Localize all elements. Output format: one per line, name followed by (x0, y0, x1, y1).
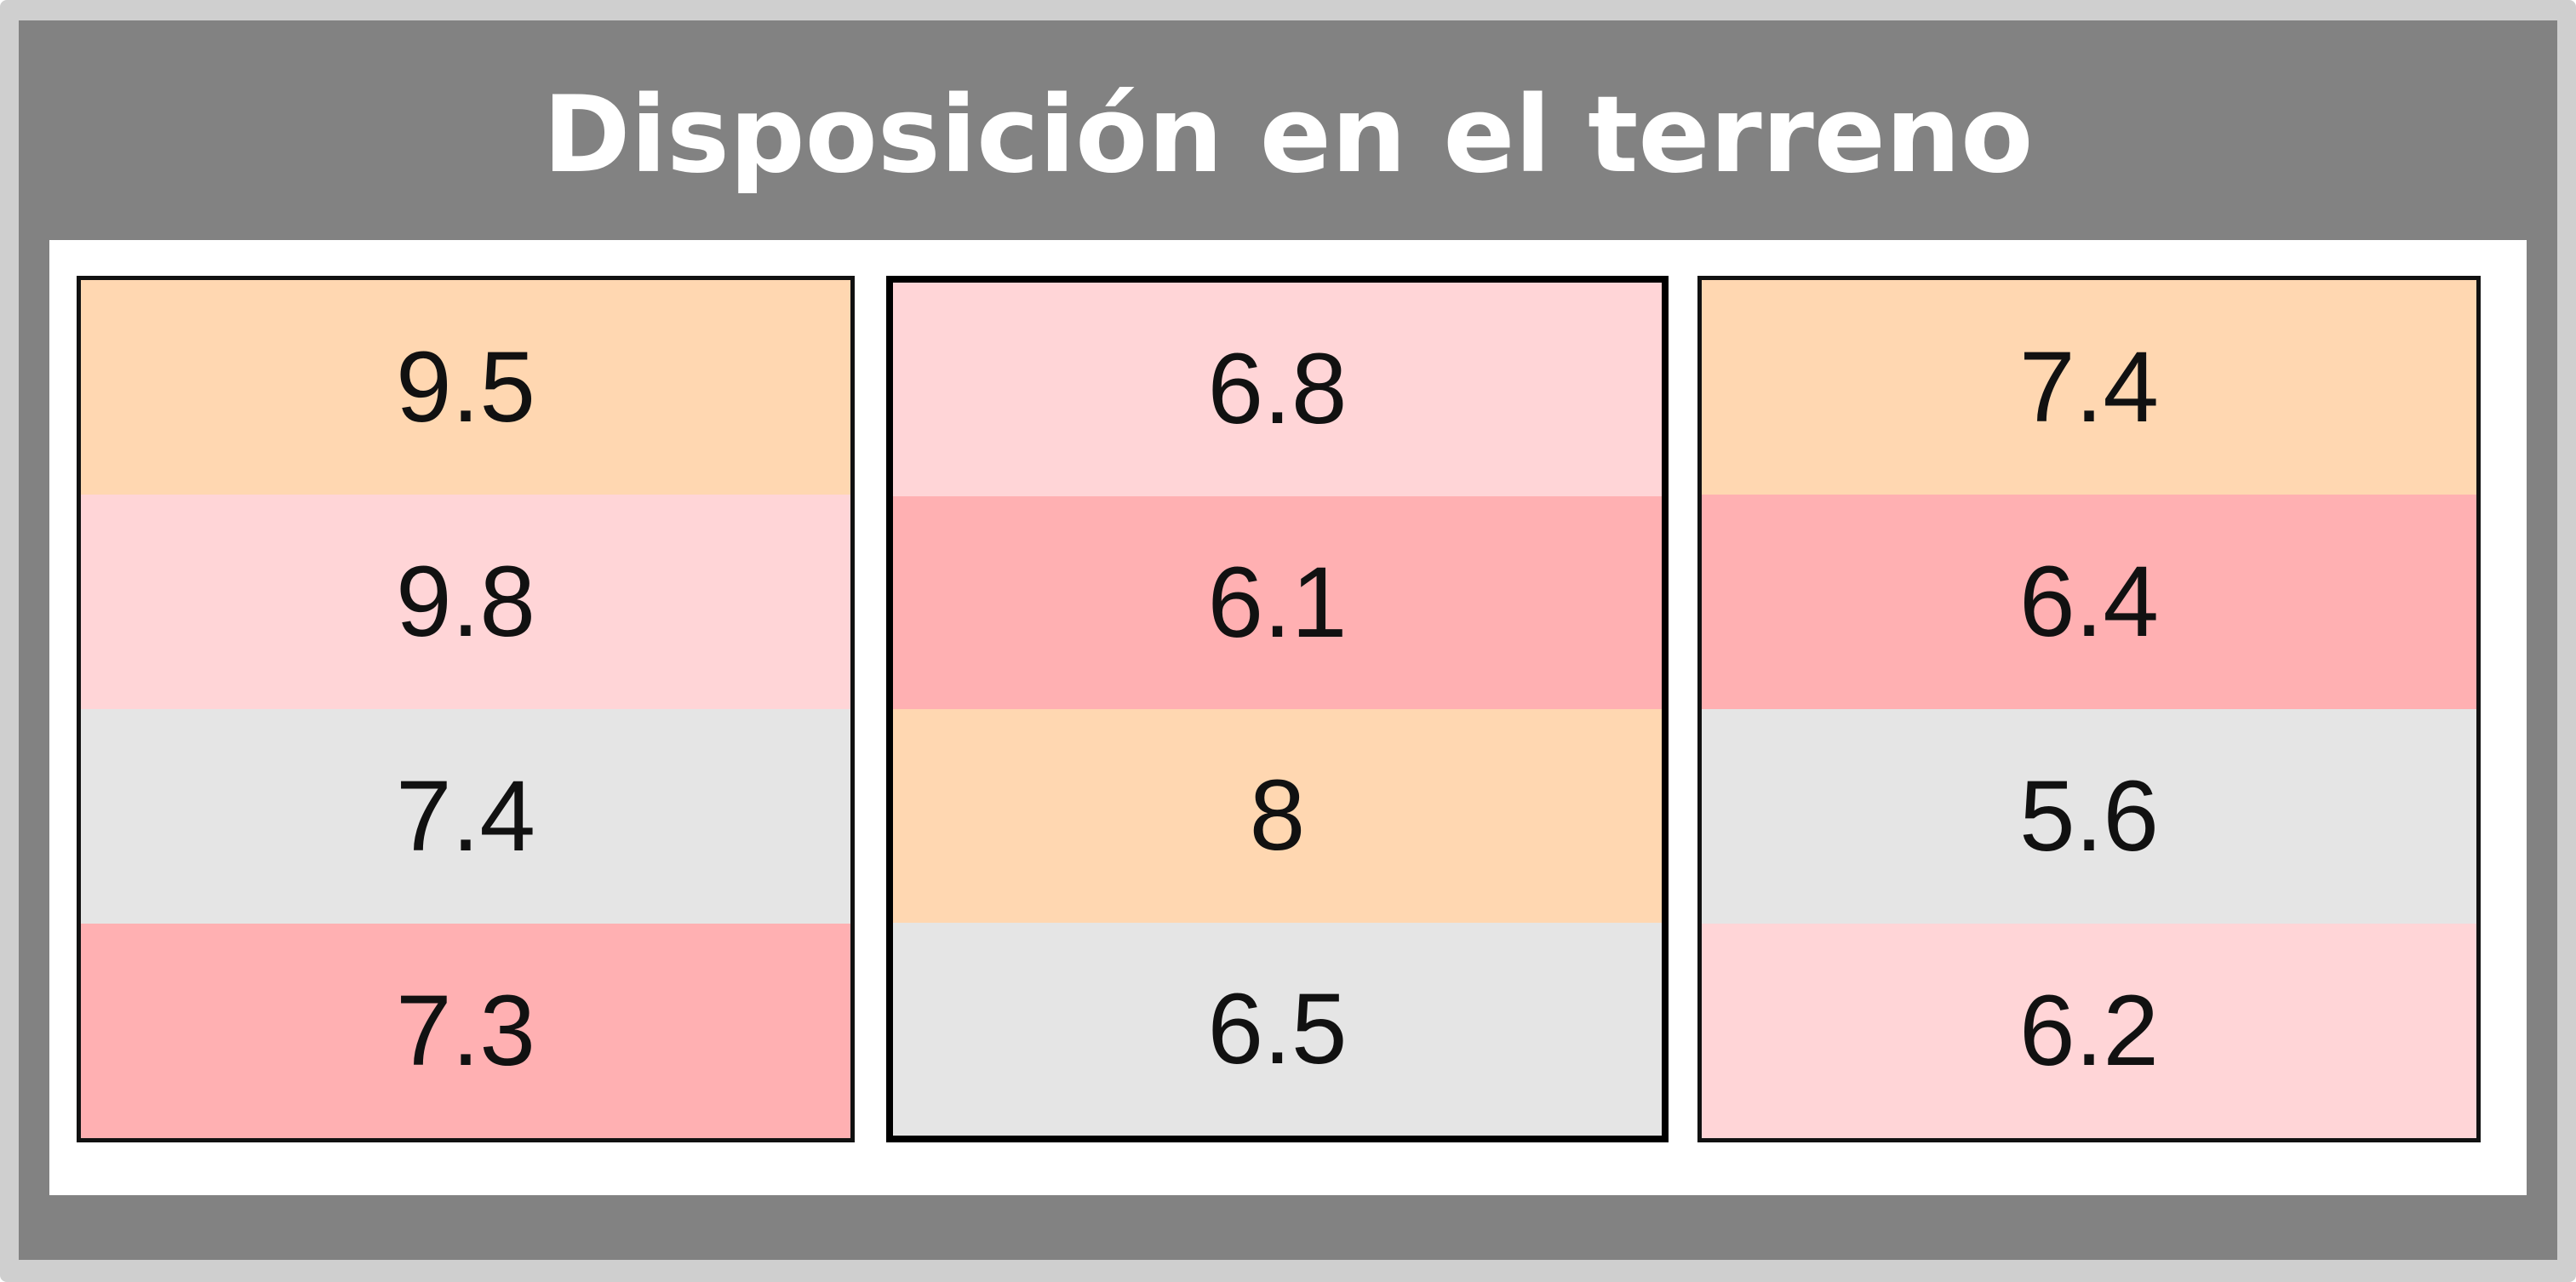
plot-cell: 7.4 (1702, 280, 2476, 495)
plot-cell: 6.5 (893, 922, 1662, 1136)
plot-column-3: 7.4 6.4 5.6 6.2 (1697, 276, 2481, 1142)
page-title: Disposición en el terreno (542, 74, 2034, 197)
plot-cell: 8 (893, 709, 1662, 923)
plot-column-2: 6.8 6.1 8 6.5 (886, 276, 1669, 1142)
plot-cell: 9.5 (81, 280, 850, 495)
plot-cell: 6.2 (1702, 924, 2476, 1138)
plot-cell: 6.1 (893, 495, 1662, 709)
plot-cell: 6.8 (893, 283, 1662, 496)
plot-cell: 6.4 (1702, 495, 2476, 709)
plot-cell: 9.8 (81, 495, 850, 709)
plot-column-1: 9.5 9.8 7.4 7.3 (77, 276, 855, 1142)
plot-cell: 7.4 (81, 709, 850, 924)
plot-cell: 5.6 (1702, 709, 2476, 924)
plot-cell: 7.3 (81, 924, 850, 1138)
